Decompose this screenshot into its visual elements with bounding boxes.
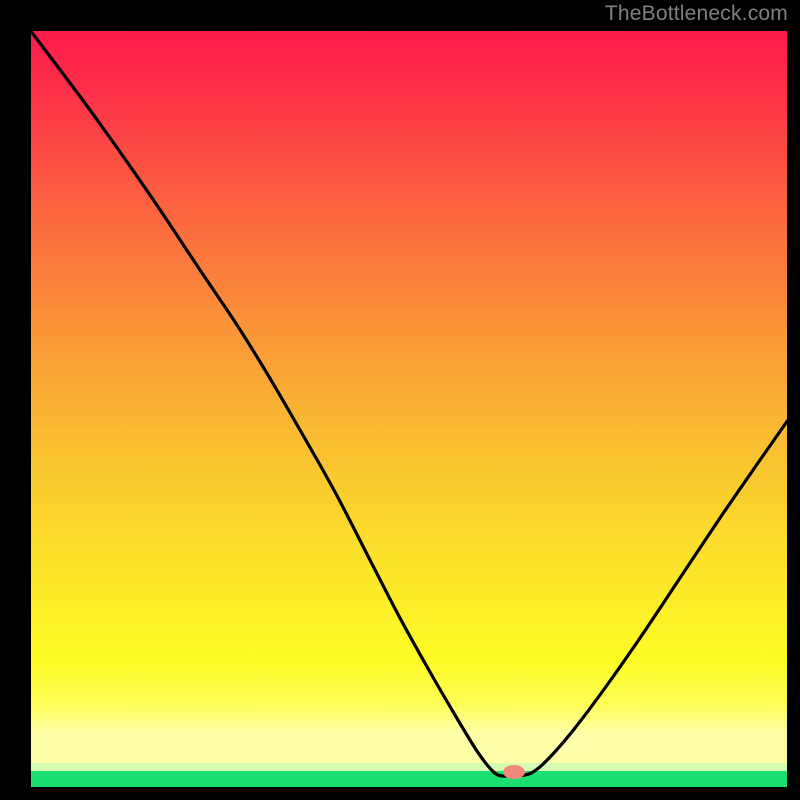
valley-marker xyxy=(503,765,525,779)
chart-container: TheBottleneck.com xyxy=(0,0,800,800)
bottom-green-band xyxy=(30,771,788,788)
bottom-fade-band xyxy=(30,763,788,771)
bottleneck-chart xyxy=(0,0,800,800)
watermark-label: TheBottleneck.com xyxy=(605,2,788,26)
gradient-background xyxy=(30,30,788,763)
